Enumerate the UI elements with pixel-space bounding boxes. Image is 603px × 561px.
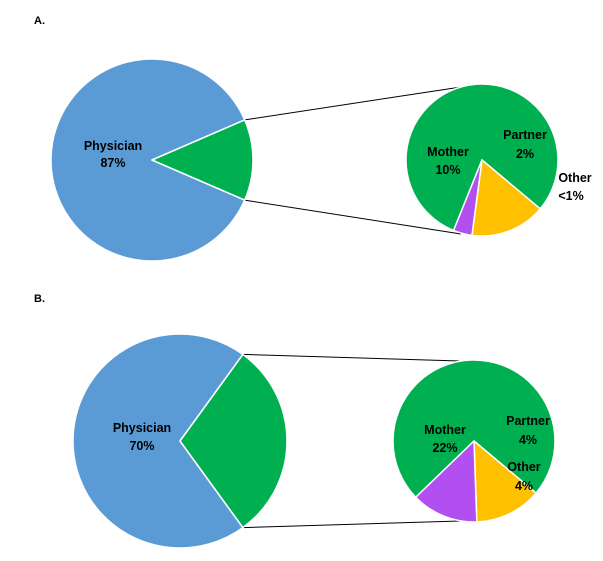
a-detail-slice-other: [452, 159, 483, 237]
panel-a-label: A.: [34, 15, 45, 27]
b-detail-slice-other: [414, 440, 478, 523]
panel-b-detail-pie: [392, 359, 556, 523]
panel-b-connectors: [242, 353, 461, 529]
b-mother-value: 22%: [432, 441, 457, 455]
b-detail-slice-partner: [473, 440, 537, 523]
a-detail-slice-mother: [405, 83, 559, 232]
b-other-name: Other: [507, 460, 540, 474]
b-other-value: 4%: [515, 479, 533, 493]
a-physician-name: Physician: [84, 139, 142, 153]
a-main-slice-physician: [50, 58, 246, 262]
a-main-slice-rest: [151, 119, 254, 201]
panel-a-detail-pie: [405, 83, 559, 237]
b-mother-name: Mother: [424, 423, 466, 437]
panel-a-main-pie: [50, 58, 254, 262]
b-physician-value: 70%: [129, 439, 154, 453]
b-main-slice-physician: [72, 333, 244, 549]
a-connector-bottom: [244, 199, 462, 235]
panel-a: A. Physician 87% Mother 10% Partner 2% O…: [34, 15, 592, 262]
b-partner-name: Partner: [506, 414, 550, 428]
a-other-name: Other: [558, 171, 591, 185]
a-partner-name: Partner: [503, 128, 547, 142]
b-physician-name: Physician: [113, 421, 171, 435]
panel-b: B. Physician 70% Mother 22% Partner 4% O…: [34, 293, 556, 549]
b-detail-slice-mother: [392, 359, 556, 499]
a-detail-slice-partner: [471, 159, 541, 237]
b-connector-bottom: [242, 520, 461, 529]
a-other-value: <1%: [558, 189, 583, 203]
panel-b-main-pie: [72, 333, 288, 549]
b-main-slice-rest: [179, 353, 288, 529]
a-mother-value: 10%: [435, 163, 460, 177]
a-partner-value: 2%: [516, 147, 534, 161]
a-connector-top: [244, 86, 462, 121]
panel-a-connectors: [244, 86, 462, 235]
panel-b-label: B.: [34, 293, 45, 305]
a-mother-name: Mother: [427, 145, 469, 159]
b-connector-top: [242, 353, 461, 362]
a-physician-value: 87%: [100, 156, 125, 170]
b-partner-value: 4%: [519, 433, 537, 447]
